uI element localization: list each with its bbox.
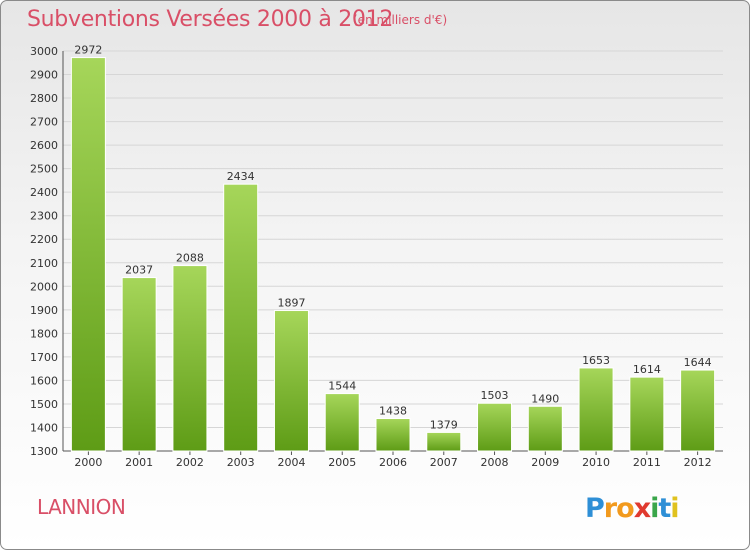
y-tick-label: 1400	[30, 421, 58, 434]
value-label-2010: 1653	[582, 354, 610, 367]
town-name: LANNION	[37, 495, 126, 519]
y-tick-label: 2000	[30, 280, 58, 293]
value-label-2005: 1544	[328, 380, 356, 393]
value-label-2008: 1503	[481, 389, 509, 402]
y-tick-label: 2600	[30, 139, 58, 152]
x-tick-label-2005: 2005	[328, 456, 356, 469]
bar-2010	[578, 367, 614, 452]
x-tick-label-2011: 2011	[633, 456, 661, 469]
x-tick-label-2000: 2000	[74, 456, 102, 469]
bar-2003	[223, 183, 259, 452]
bar-2009	[527, 405, 563, 452]
x-tick-label-2003: 2003	[227, 456, 255, 469]
x-tick-label-2007: 2007	[430, 456, 458, 469]
value-label-2006: 1438	[379, 405, 407, 418]
y-tick-label: 1600	[30, 374, 58, 387]
value-label-2009: 1490	[531, 392, 559, 405]
bar-2004	[273, 310, 309, 452]
y-tick-label: 1500	[30, 398, 58, 411]
y-tick-label: 2500	[30, 163, 58, 176]
bar-2011	[629, 376, 665, 452]
bar-2002	[172, 265, 208, 452]
y-tick-label: 3000	[30, 45, 58, 58]
y-tick-label: 1900	[30, 304, 58, 317]
y-tick-label: 2200	[30, 233, 58, 246]
value-label-2007: 1379	[430, 418, 458, 431]
bar-2012	[680, 369, 716, 452]
x-tick-label-2009: 2009	[531, 456, 559, 469]
bar-2006	[375, 418, 411, 452]
proxiti-logo: Proxiti	[585, 493, 680, 524]
bar-2007	[426, 431, 462, 452]
y-tick-label: 2400	[30, 186, 58, 199]
chart-subtitle: (en milliers d'€)	[353, 13, 448, 27]
y-tick-label: 2900	[30, 69, 58, 82]
value-label-2012: 1644	[684, 356, 712, 369]
x-tick-label-2001: 2001	[125, 456, 153, 469]
y-tick-label: 1700	[30, 351, 58, 364]
y-tick-label: 1800	[30, 327, 58, 340]
value-label-2001: 2037	[125, 264, 153, 277]
bar-2005	[324, 393, 360, 452]
x-tick-label-2008: 2008	[481, 456, 509, 469]
x-tick-label-2012: 2012	[684, 456, 712, 469]
value-label-2003: 2434	[227, 170, 255, 183]
y-tick-label: 1300	[30, 445, 58, 458]
bar-2000	[70, 57, 106, 452]
value-label-2000: 2972	[74, 44, 102, 57]
y-tick-label: 2100	[30, 257, 58, 270]
x-tick-label-2004: 2004	[277, 456, 305, 469]
value-label-2004: 1897	[277, 297, 305, 310]
y-tick-label: 2700	[30, 116, 58, 129]
bar-2008	[477, 402, 513, 452]
chart-title: Subventions Versées 2000 à 2012	[27, 7, 394, 32]
y-tick-label: 2300	[30, 210, 58, 223]
x-tick-label-2006: 2006	[379, 456, 407, 469]
x-tick-label-2010: 2010	[582, 456, 610, 469]
y-tick-label: 2800	[30, 92, 58, 105]
value-label-2011: 1614	[633, 363, 661, 376]
x-tick-label-2002: 2002	[176, 456, 204, 469]
svg-text:Proxiti: Proxiti	[585, 493, 679, 524]
value-label-2002: 2088	[176, 252, 204, 265]
bar-2001	[121, 277, 157, 452]
